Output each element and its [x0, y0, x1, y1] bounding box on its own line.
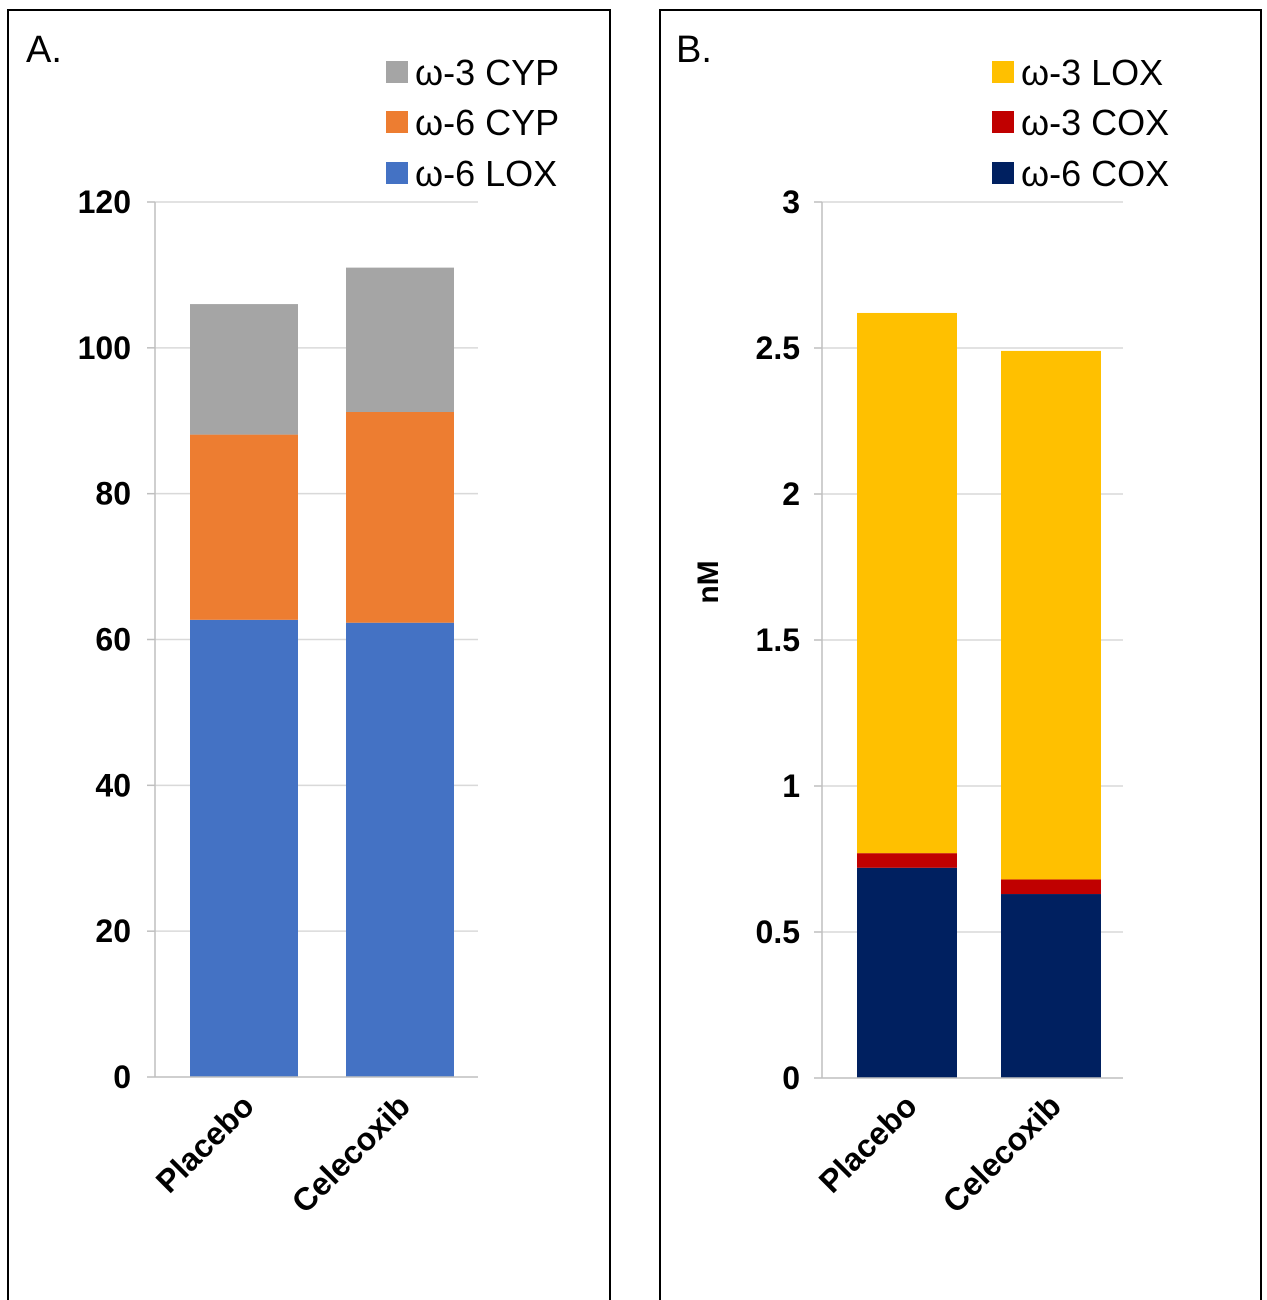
panel-b-y-tick-label: 1	[782, 768, 800, 804]
panel-b-label: B.	[676, 29, 712, 71]
panel-a: A. 0 20 40 60 80 100 120 Placebo Celecoxib ω-3 …	[7, 9, 611, 1300]
panel-b-bar-celecoxib-series-2	[1001, 350, 1101, 880]
panel-a-bar-celecoxib-series-2	[346, 267, 454, 412]
panel-b-legend-label: ω-6 COX	[1021, 153, 1169, 194]
panel-b-frame	[659, 9, 1262, 1300]
panel-b-y-tick-labels: 0 0.5 1 1.5 2 2.5 3	[756, 184, 800, 1096]
panel-b-category-label: Placebo	[812, 1087, 924, 1199]
panel-b-category-label: Celecoxib	[936, 1087, 1068, 1219]
panel-b-legend: ω-3 LOX ω-3 COX ω-6 COX	[992, 52, 1169, 194]
panel-a-bar-celecoxib-series-1	[346, 412, 454, 623]
panel-a-bar-placebo-series-1	[190, 434, 298, 620]
panel-a-bar-placebo-series-0	[190, 619, 298, 1077]
panel-a-frame	[7, 9, 611, 1300]
panel-b-bar-celecoxib-series-0	[1001, 894, 1101, 1078]
panel-b-y-tick-label: 2.5	[756, 330, 800, 366]
panel-a-legend-swatch	[386, 111, 408, 133]
panel-b-y-tick-label: 2	[782, 476, 800, 512]
panel-a-y-tick-label: 20	[95, 913, 131, 949]
panel-a-label: A.	[26, 29, 62, 71]
panel-a-legend: ω-3 CYP ω-6 CYP ω-6 LOX	[386, 52, 559, 194]
panel-a-y-tick-label: 120	[78, 184, 131, 220]
panel-a-y-tick-label: 60	[95, 622, 131, 658]
panel-b: B. nM 0 0.5 1 1.5 2 2.5 3 Placebo Celecoxib ω-3…	[659, 9, 1262, 1300]
panel-b-legend-swatch	[992, 61, 1014, 83]
panel-b-legend-swatch	[992, 162, 1014, 184]
panel-b-legend-swatch	[992, 111, 1014, 133]
panel-a-legend-swatch	[386, 61, 408, 83]
panel-b-bar-placebo-series-2	[857, 312, 957, 854]
panel-b-legend-label: ω-3 LOX	[1021, 52, 1163, 93]
panel-a-category-label: Celecoxib	[285, 1087, 417, 1219]
panel-a-bar-celecoxib-series-0	[346, 622, 454, 1077]
panel-a-axes	[147, 201, 478, 1078]
panel-a-y-tick-label: 80	[95, 476, 131, 512]
panel-b-bar-placebo-series-1	[857, 853, 957, 868]
panel-b-category-labels: Placebo Celecoxib	[812, 1087, 1068, 1219]
panel-a-bar-placebo-series-2	[190, 304, 298, 435]
panel-a-y-tick-labels: 0 20 40 60 80 100 120	[78, 184, 131, 1095]
panel-a-y-tick-label: 100	[78, 330, 131, 366]
panel-b-y-tick-label: 0	[782, 1060, 800, 1096]
panel-a-legend-label: ω-3 CYP	[415, 52, 559, 93]
panel-a-legend-swatch	[386, 162, 408, 184]
panel-a-y-tick-label: 40	[95, 767, 131, 803]
panel-a-bars	[190, 267, 454, 1077]
panel-a-category-labels: Placebo Celecoxib	[149, 1087, 417, 1219]
panel-b-axes	[814, 201, 1123, 1079]
panel-a-y-tick-label: 0	[113, 1059, 131, 1095]
panel-b-bar-placebo-series-0	[857, 867, 957, 1078]
panel-a-legend-label: ω-6 CYP	[415, 102, 559, 143]
panel-b-legend-label: ω-3 COX	[1021, 102, 1169, 143]
panel-a-category-label: Placebo	[149, 1087, 261, 1199]
panel-b-y-axis-title: nM	[692, 560, 725, 603]
panel-b-bar-celecoxib-series-1	[1001, 879, 1101, 895]
panel-a-legend-label: ω-6 LOX	[415, 153, 557, 194]
panel-b-y-tick-label: 1.5	[756, 622, 800, 658]
panel-b-bars	[857, 312, 1101, 1078]
panel-b-y-tick-label: 0.5	[756, 914, 800, 950]
panel-b-y-tick-label: 3	[782, 184, 800, 220]
